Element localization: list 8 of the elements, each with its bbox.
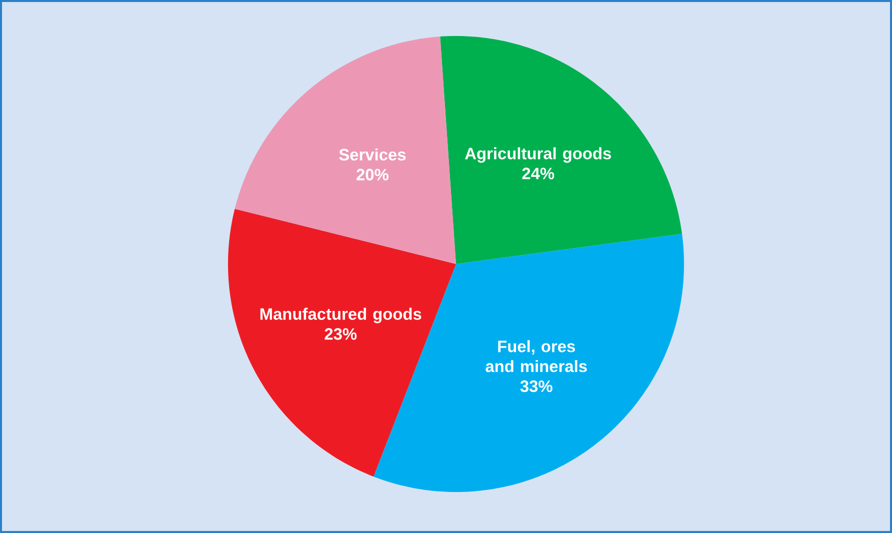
slice-label: Manufactured goods xyxy=(260,308,422,324)
data-label: 20% xyxy=(356,168,388,180)
data-label: 24% xyxy=(522,168,554,180)
data-label: 33% xyxy=(520,380,552,392)
data-label: 23% xyxy=(324,328,357,340)
slice-label: Fuel, ores and minerals xyxy=(486,340,587,372)
slice-label: Services xyxy=(339,148,406,161)
slice-label: Agricultural goods xyxy=(465,147,611,163)
